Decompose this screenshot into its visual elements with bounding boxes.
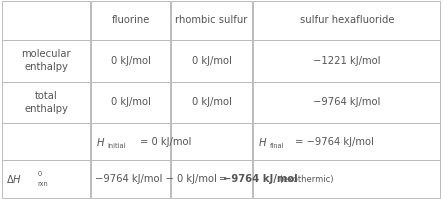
Bar [2, 82, 90, 123]
Text: 0 kJ/mol: 0 kJ/mol [111, 98, 151, 107]
Text: rxn: rxn [38, 181, 48, 187]
Bar [253, 82, 440, 123]
Text: −9764 kJ/mol: −9764 kJ/mol [313, 98, 381, 107]
Text: 0 kJ/mol: 0 kJ/mol [192, 98, 231, 107]
Bar [253, 160, 440, 198]
Text: molecular
enthalpy: molecular enthalpy [21, 49, 71, 72]
Text: −1221 kJ/mol: −1221 kJ/mol [313, 56, 381, 66]
Bar [91, 160, 170, 198]
Bar [171, 160, 252, 198]
Bar [171, 123, 252, 160]
Text: rhombic sulfur: rhombic sulfur [175, 15, 248, 25]
Text: final: final [270, 143, 284, 149]
Bar [2, 123, 90, 160]
Text: (exothermic): (exothermic) [277, 175, 333, 184]
Text: 0 kJ/mol: 0 kJ/mol [111, 56, 151, 66]
Text: fluorine: fluorine [111, 15, 150, 25]
Text: = −9764 kJ/mol: = −9764 kJ/mol [293, 137, 373, 147]
Text: = 0 kJ/mol: = 0 kJ/mol [138, 137, 191, 147]
Bar [253, 40, 440, 82]
Bar [171, 82, 252, 123]
Text: −9764 kJ/mol − 0 kJ/mol =: −9764 kJ/mol − 0 kJ/mol = [95, 174, 230, 184]
Bar [2, 160, 90, 198]
Bar [2, 1, 90, 40]
Bar [91, 40, 170, 82]
Text: −9764 kJ/mol: −9764 kJ/mol [223, 174, 298, 184]
Text: $\mathit{\Delta H}$: $\mathit{\Delta H}$ [6, 173, 22, 185]
Text: $\mathit{H}$: $\mathit{H}$ [258, 136, 268, 148]
Text: initial: initial [107, 143, 126, 149]
Text: sulfur hexafluoride: sulfur hexafluoride [300, 15, 394, 25]
Text: $\mathit{H}$: $\mathit{H}$ [96, 136, 106, 148]
Bar [171, 40, 252, 82]
Bar [253, 1, 440, 40]
Bar [91, 82, 170, 123]
Bar [253, 123, 440, 160]
Bar [2, 40, 90, 82]
Text: 0 kJ/mol: 0 kJ/mol [192, 56, 231, 66]
Bar [171, 1, 252, 40]
Text: 0: 0 [38, 171, 42, 177]
Text: total
enthalpy: total enthalpy [24, 91, 68, 114]
Bar [91, 1, 170, 40]
Bar [91, 123, 170, 160]
